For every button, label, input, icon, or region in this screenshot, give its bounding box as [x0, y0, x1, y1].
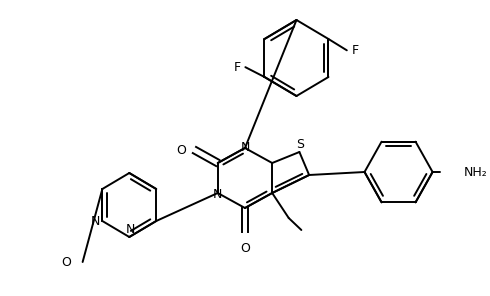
Text: N: N — [213, 187, 222, 200]
Text: F: F — [233, 61, 241, 74]
Text: N: N — [125, 223, 135, 236]
Text: NH₂: NH₂ — [464, 165, 488, 178]
Text: O: O — [176, 144, 186, 157]
Text: N: N — [91, 215, 100, 228]
Text: O: O — [61, 255, 71, 268]
Text: F: F — [352, 44, 359, 57]
Text: O: O — [240, 242, 250, 255]
Text: N: N — [240, 141, 249, 154]
Text: S: S — [296, 138, 304, 151]
